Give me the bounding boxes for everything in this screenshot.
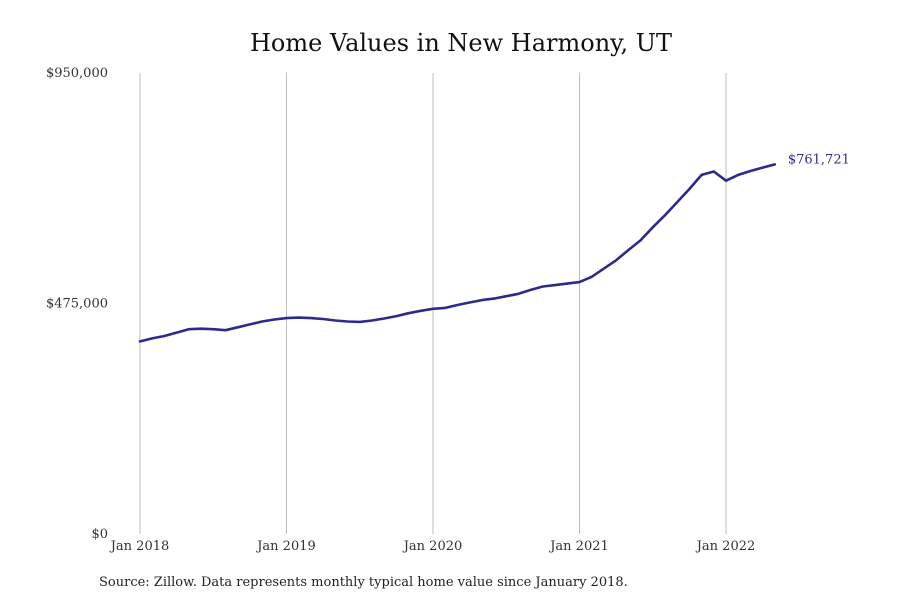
end-value-label: $761,721 — [788, 152, 850, 167]
source-note: Source: Zillow. Data represents monthly … — [99, 575, 628, 590]
series-line — [138, 163, 777, 343]
y-tick-label: $950,000 — [46, 66, 108, 81]
y-tick-label: $0 — [91, 527, 108, 542]
vertical-grid-lines — [139, 73, 727, 534]
x-tick-label: Jan 2019 — [255, 539, 316, 554]
x-tick-label: Jan 2021 — [548, 539, 609, 554]
x-axis: Jan 2018 Jan 2019 Jan 2020 Jan 2021 Jan 2022 — [109, 539, 756, 554]
y-axis: $950,000 $475,000 $0 — [46, 66, 108, 542]
chart-title: Home Values in New Harmony, UT — [250, 29, 672, 57]
x-tick-label: Jan 2020 — [402, 539, 463, 554]
y-tick-label: $475,000 — [46, 297, 108, 312]
series-layer: $761,721 — [138, 152, 850, 343]
x-tick-label: Jan 2022 — [695, 539, 756, 554]
x-tick-label: Jan 2018 — [109, 539, 170, 554]
